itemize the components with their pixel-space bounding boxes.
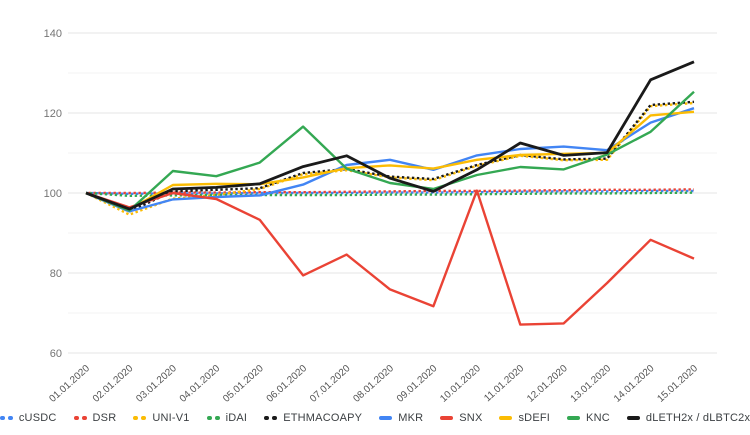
x-axis-tick-label: 03.01.2020 [134, 363, 179, 405]
legend-label: KNC [586, 412, 610, 424]
legend-item-ethmacoapy[interactable]: ETHMACOAPY [264, 412, 362, 424]
legend-item-knc[interactable]: KNC [567, 412, 610, 424]
dotted-line-swatch-icon [0, 416, 13, 420]
series-line-dleth2x-dlbtc2x [85, 60, 695, 211]
legend-item-dsr[interactable]: DSR [73, 412, 117, 424]
solid-line-swatch-icon [499, 416, 513, 420]
legend-label: SNX [459, 412, 483, 424]
legend-item-dleth2x-dlbtc2x[interactable]: dLETH2x / dLBTC2x [626, 412, 750, 424]
legend-label: dLETH2x / dLBTC2x [645, 412, 750, 424]
y-axis-tick-label: 100 [44, 188, 62, 200]
solid-line-swatch-icon [440, 416, 454, 420]
x-axis-tick-label: 04.01.2020 [178, 363, 223, 405]
legend-label: DSR [92, 412, 117, 424]
x-axis-tick-label: 06.01.2020 [265, 363, 310, 405]
legend-item-idai[interactable]: iDAI [206, 412, 248, 424]
legend-label: MKR [398, 412, 424, 424]
series-line-mkr [85, 107, 695, 213]
y-axis-tick-label: 120 [44, 108, 62, 120]
y-axis-tick-label: 60 [50, 348, 62, 360]
dotted-line-swatch-icon [264, 416, 278, 420]
chart-legend: cUSDC DSR UNI-V1 iDAI ETHMACOAPY MKR SNX sDEFI K… [0, 406, 750, 430]
legend-item-cusdc[interactable]: cUSDC [0, 412, 57, 424]
x-axis-tick-label: 05.01.2020 [221, 363, 266, 405]
series-line-cusdc [85, 189, 694, 196]
legend-label: iDAI [225, 412, 248, 424]
y-axis-tick-label: 80 [50, 268, 62, 280]
legend-item-uni-v1[interactable]: UNI-V1 [133, 412, 189, 424]
x-axis-tick-label: 09.01.2020 [395, 363, 440, 405]
series-line-knc [85, 90, 695, 212]
series-line-dsr [86, 188, 695, 195]
series-line-ethmacoapy [85, 100, 695, 213]
x-axis-tick-label: 12.01.2020 [525, 363, 570, 405]
x-axis-tick-label: 08.01.2020 [351, 363, 396, 405]
series-line-idai [85, 191, 695, 198]
legend-item-snx[interactable]: SNX [440, 412, 482, 424]
legend-label: UNI-V1 [152, 412, 190, 424]
x-axis-tick-label: 10.01.2020 [438, 363, 483, 405]
legend-label: ETHMACOAPY [283, 412, 363, 424]
x-axis-tick-label: 01.01.2020 [47, 363, 92, 405]
legend-label: sDEFI [518, 412, 551, 424]
series-line-snx [85, 189, 695, 326]
x-axis-tick-label: 15.01.2020 [655, 363, 700, 405]
legend-label: cUSDC [18, 412, 57, 424]
legend-item-sdefi[interactable]: sDEFI [499, 412, 550, 424]
solid-line-swatch-icon [379, 416, 393, 420]
y-axis-tick-label: 140 [44, 28, 62, 40]
legend-item-mkr[interactable]: MKR [379, 412, 423, 424]
solid-line-swatch-icon [567, 416, 581, 420]
x-axis-tick-label: 11.01.2020 [482, 363, 526, 404]
x-axis-tick-label: 07.01.2020 [308, 363, 353, 405]
dotted-line-swatch-icon [133, 416, 147, 420]
x-axis-tick-label: 14.01.2020 [612, 363, 657, 405]
dotted-line-swatch-icon [73, 416, 87, 420]
x-axis-tick-label: 02.01.2020 [91, 363, 136, 405]
solid-line-swatch-icon [626, 416, 640, 420]
dotted-line-swatch-icon [206, 416, 220, 420]
x-axis-tick-label: 13.01.2020 [569, 363, 614, 405]
